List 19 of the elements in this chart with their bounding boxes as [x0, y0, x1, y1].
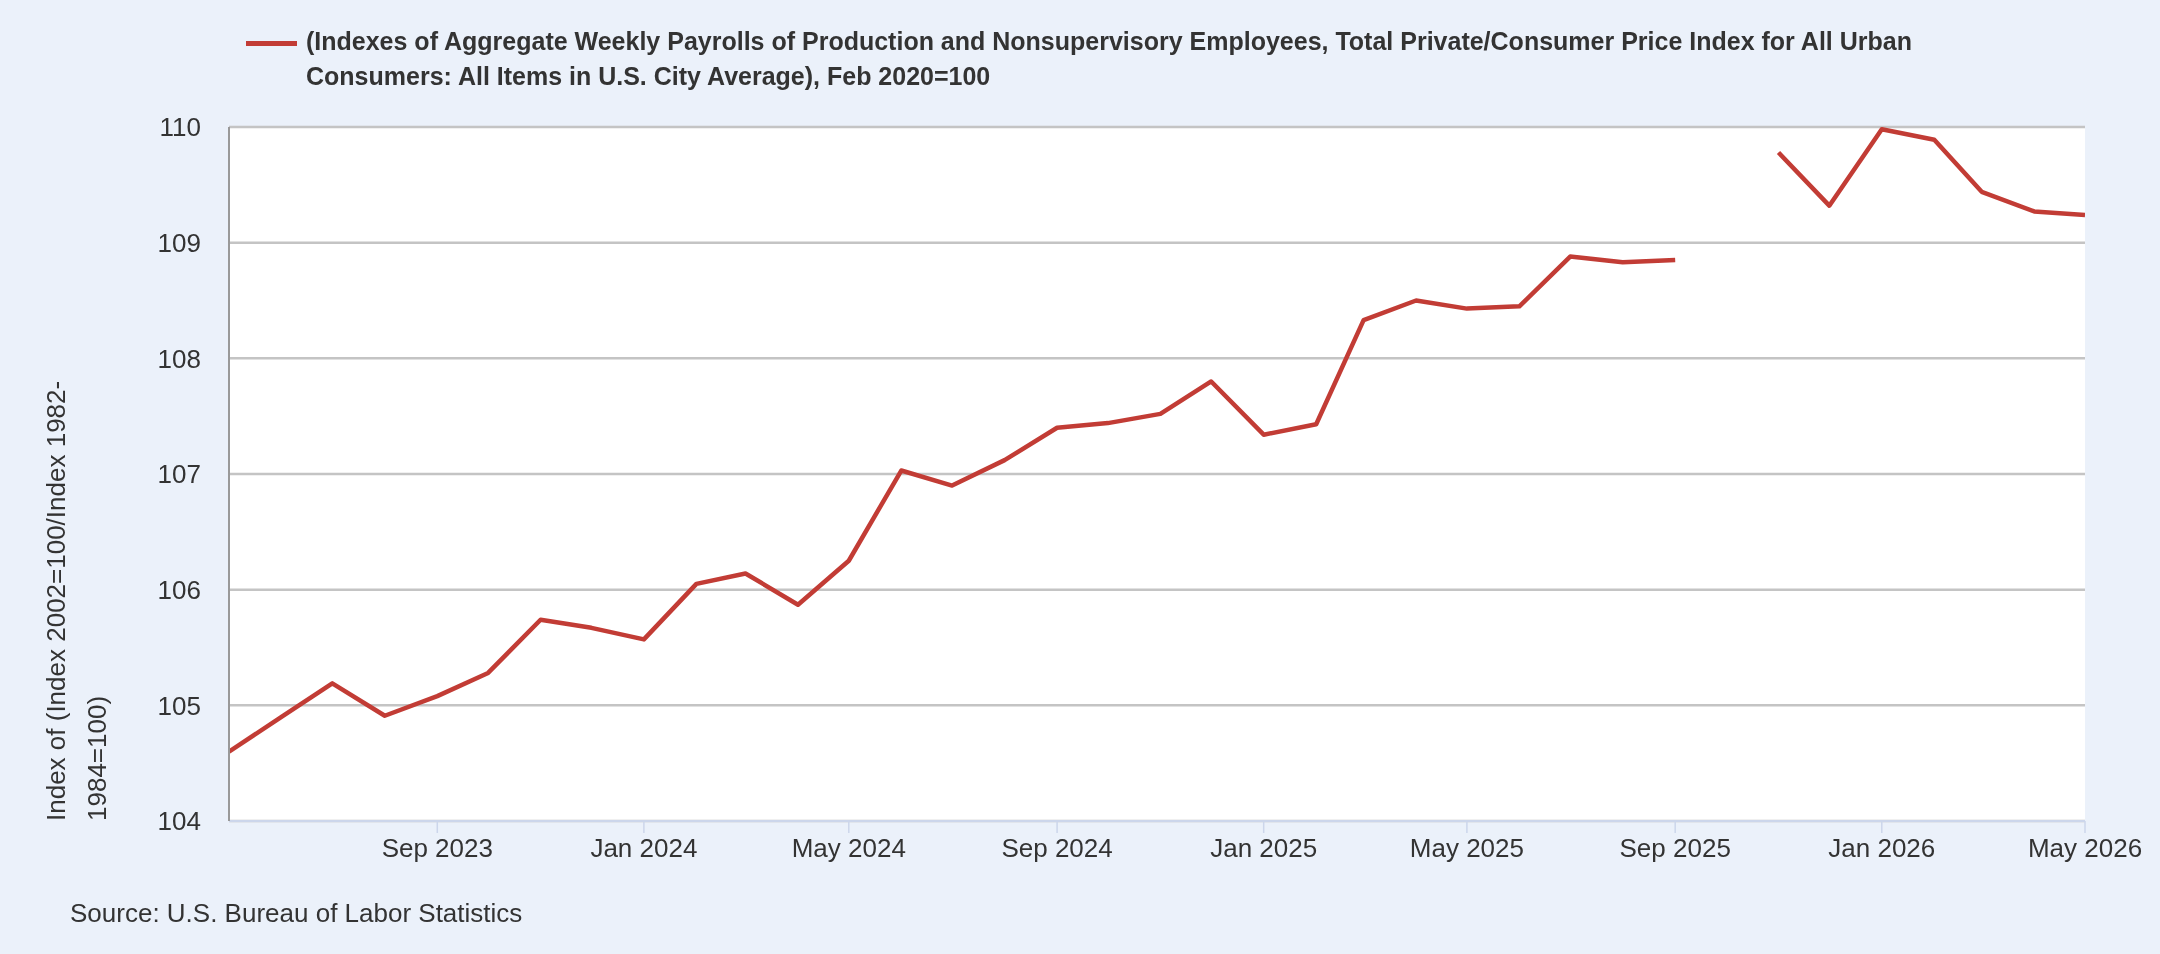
y-tick-label: 109 — [157, 227, 201, 258]
x-tick-label: May 2025 — [1409, 833, 1524, 864]
y-tick-label: 110 — [159, 112, 201, 143]
source-note: Source: U.S. Bureau of Labor Statistics — [70, 898, 523, 929]
x-tick-label: Sep 2024 — [1001, 833, 1113, 864]
y-tick-label: 104 — [157, 806, 201, 837]
y-tick-label: 108 — [157, 343, 201, 374]
x-tick-label: Jan 2024 — [590, 833, 698, 864]
x-tick-label: Sep 2023 — [381, 833, 493, 864]
y-axis-title: Index of (Index 2002=100/Index 1982-1984=100) — [40, 379, 113, 821]
x-tick-label: Jan 2025 — [1210, 833, 1318, 864]
x-tick-label: Sep 2025 — [1619, 833, 1731, 864]
y-tick-label: 107 — [157, 459, 201, 490]
legend-label: (Indexes of Aggregate Weekly Payrolls of Production and Nonsupervisory Employees, Total Private/Consumer Price Index for All Urban Consumers: All Items in U.S. City Average), Feb 2020=100 — [306, 26, 1913, 92]
x-tick-label: Jan 2026 — [1828, 833, 1936, 864]
y-tick-label: 106 — [157, 574, 201, 605]
y-tick-label: 105 — [157, 690, 201, 721]
x-tick-label: May 2026 — [2027, 833, 2143, 864]
x-tick-label: May 2024 — [791, 833, 906, 864]
